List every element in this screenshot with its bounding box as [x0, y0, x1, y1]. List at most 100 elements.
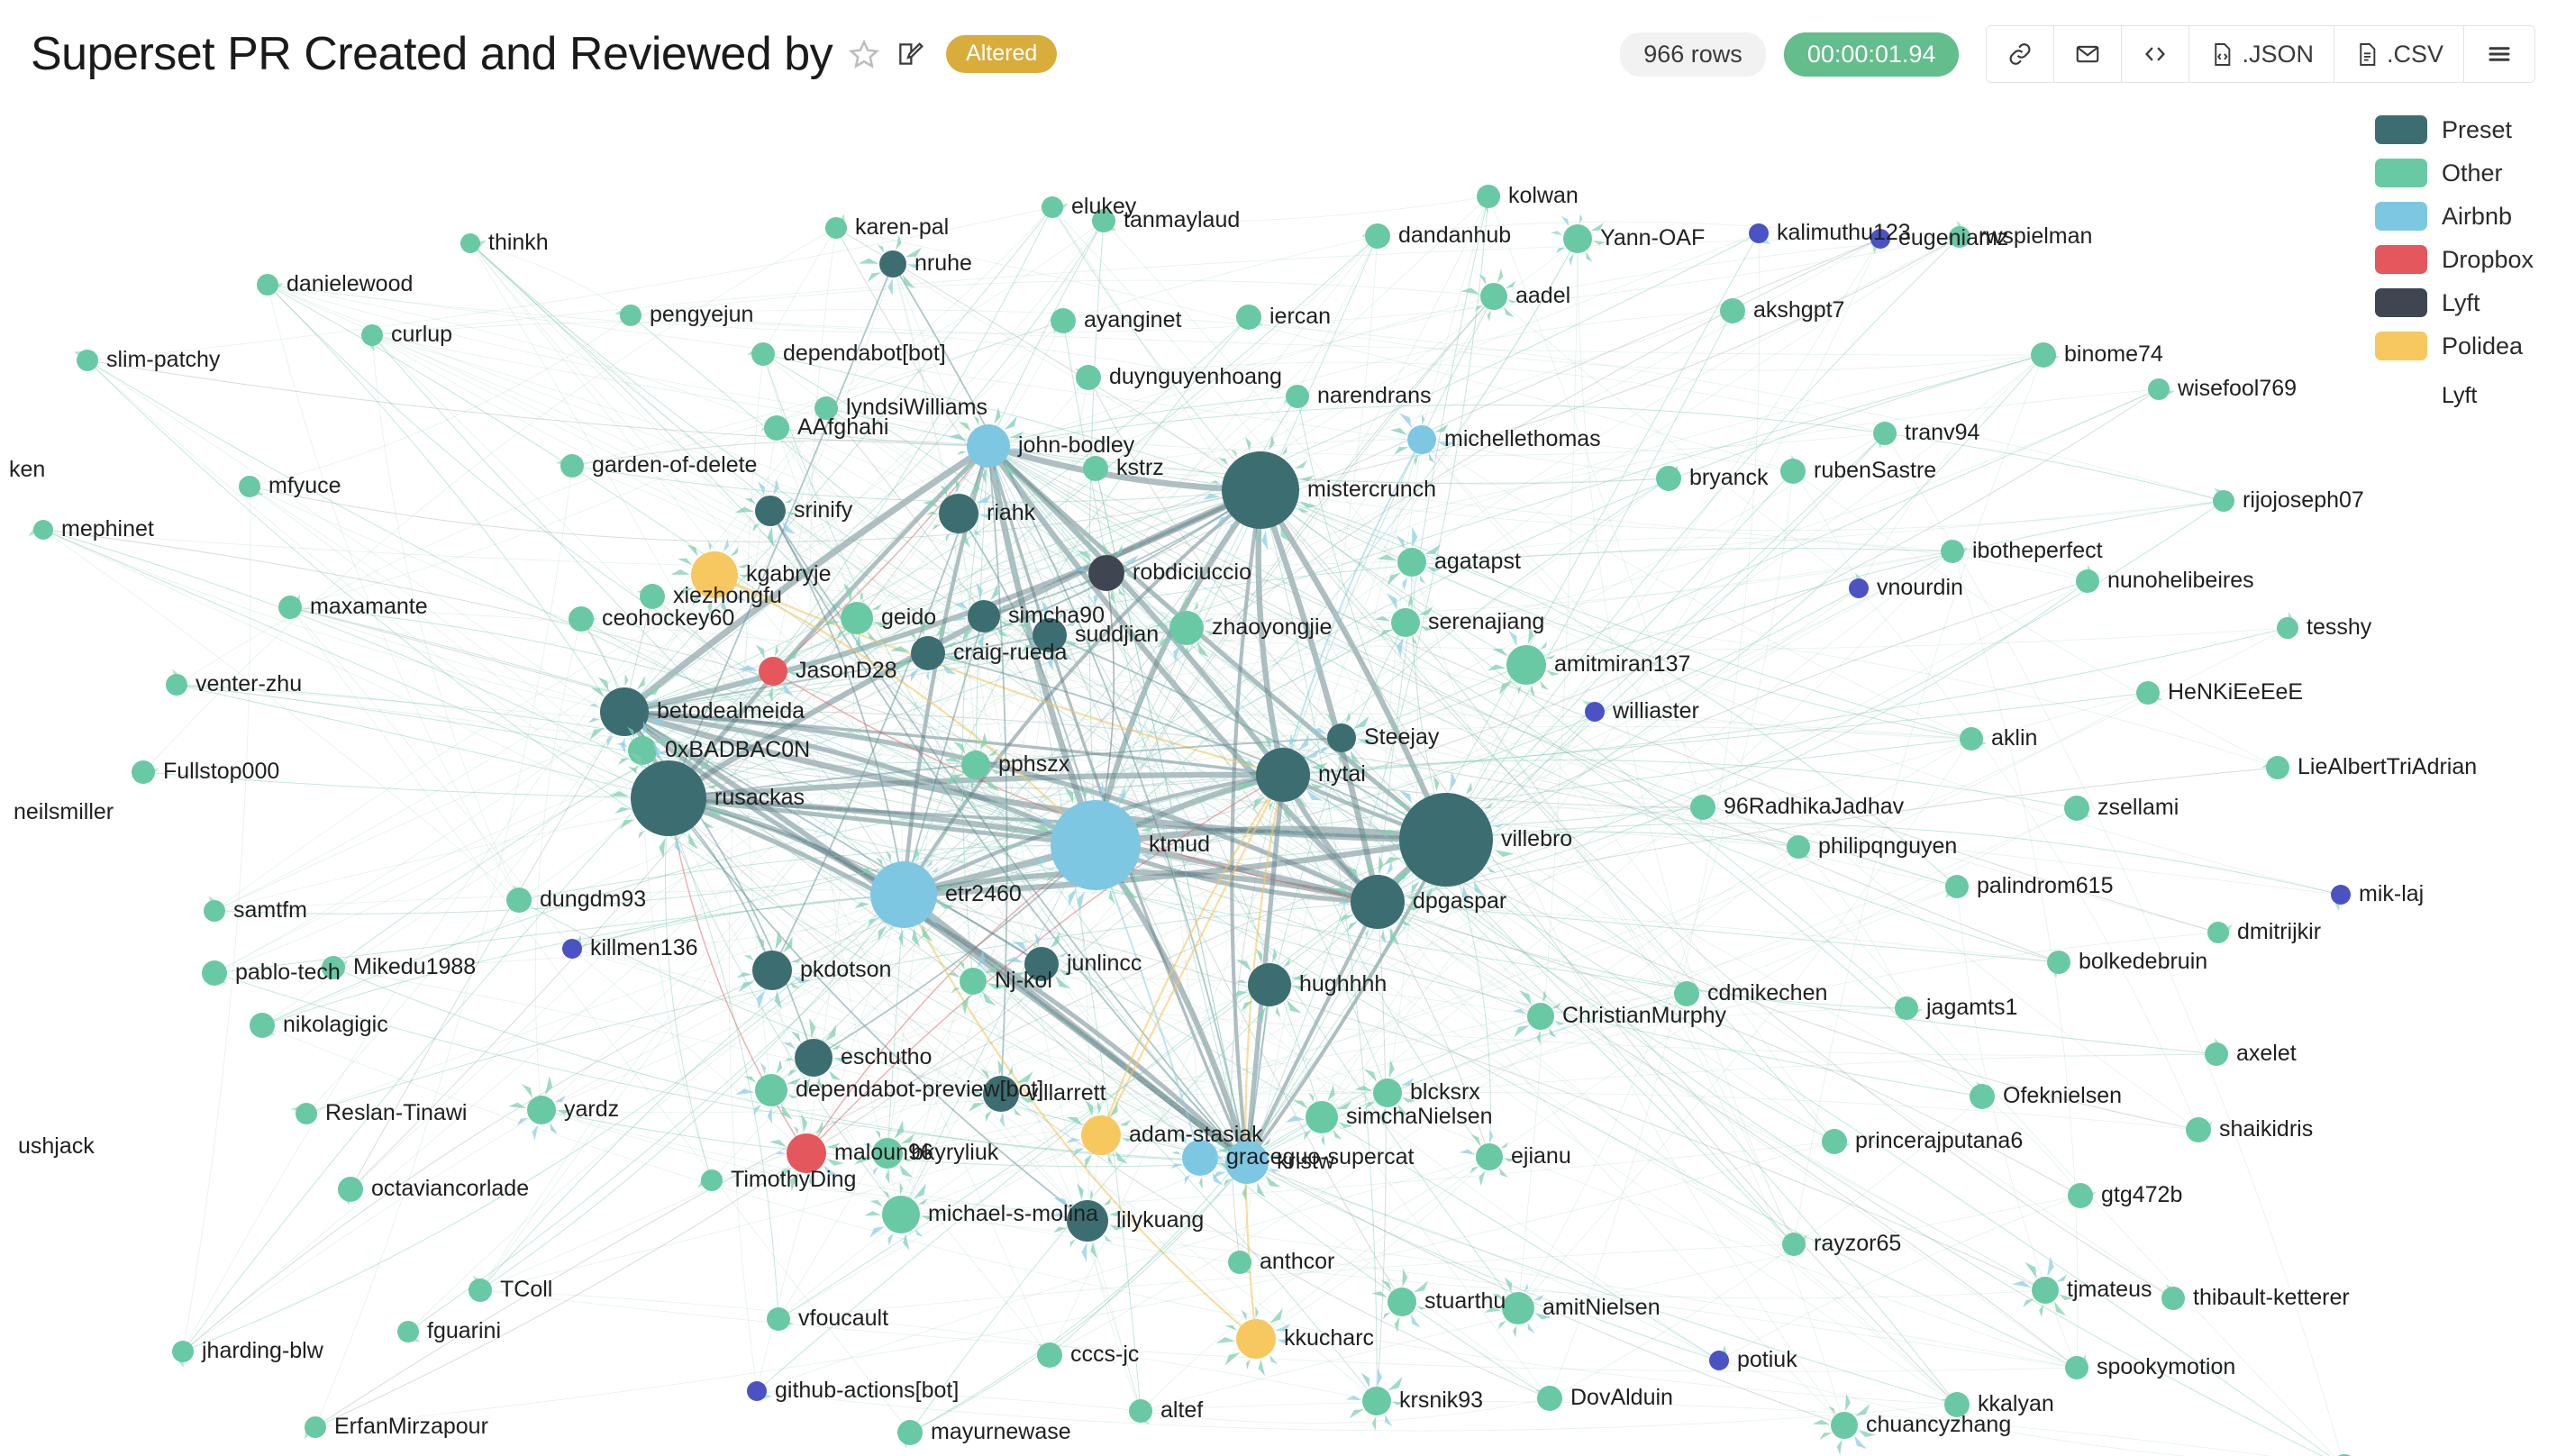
graph-node[interactable] — [560, 454, 584, 478]
graph-node[interactable] — [1849, 578, 1869, 598]
graph-node[interactable] — [1960, 727, 1983, 751]
graph-node[interactable] — [911, 636, 945, 670]
legend-item-dropbox[interactable]: Dropbox — [2374, 245, 2534, 274]
graph-node[interactable] — [1477, 185, 1500, 208]
graph-node[interactable] — [1480, 283, 1507, 310]
graph-node[interactable] — [172, 1341, 194, 1362]
graph-node[interactable] — [527, 1096, 556, 1124]
graph-node[interactable] — [1506, 645, 1546, 685]
graph-node[interactable] — [1502, 1292, 1534, 1324]
legend-item-preset[interactable]: Preset — [2374, 115, 2534, 144]
graph-node[interactable] — [166, 674, 187, 696]
embed-code-button[interactable] — [2122, 26, 2190, 82]
graph-node[interactable] — [2277, 617, 2298, 639]
graph-node[interactable] — [759, 657, 787, 686]
legend-item-other[interactable]: Other — [2374, 159, 2534, 187]
graph-node[interactable] — [1351, 875, 1405, 929]
graph-node[interactable] — [2213, 490, 2234, 512]
graph-node[interactable] — [1088, 555, 1124, 591]
graph-node[interactable] — [1720, 298, 1745, 323]
graph-node[interactable] — [825, 217, 847, 239]
graph-node[interactable] — [755, 496, 786, 526]
graph-node[interactable] — [701, 1169, 723, 1191]
graph-node[interactable] — [2161, 1287, 2185, 1310]
graph-node[interactable] — [795, 1039, 833, 1077]
graph-node[interactable] — [1831, 1412, 1858, 1439]
graph-node[interactable] — [1129, 1399, 1152, 1423]
graph-node[interactable] — [1033, 618, 1067, 652]
graph-node[interactable] — [2065, 1356, 2088, 1379]
graph-node[interactable] — [1092, 209, 1115, 232]
graph-node[interactable] — [1081, 1115, 1121, 1155]
graph-node[interactable] — [1236, 305, 1261, 330]
more-menu-button[interactable] — [2464, 26, 2534, 82]
graph-node[interactable] — [1949, 226, 1970, 248]
network-graph-canvas[interactable]: thinkh karen-pal elukey tanmaylaud kolwan dan… — [0, 90, 2566, 1456]
graph-node[interactable] — [968, 600, 1000, 632]
graph-node[interactable] — [882, 1196, 920, 1233]
graph-node[interactable] — [600, 687, 649, 736]
download-json-button[interactable]: .JSON — [2189, 26, 2334, 82]
graph-node[interactable] — [939, 494, 978, 533]
edit-icon[interactable] — [896, 40, 924, 68]
graph-node[interactable] — [1083, 456, 1108, 481]
graph-node[interactable] — [1945, 875, 1969, 898]
graph-node[interactable] — [1944, 1392, 1970, 1417]
graph-node[interactable] — [1895, 996, 1918, 1020]
graph-node[interactable] — [2186, 1117, 2211, 1142]
graph-node[interactable] — [870, 861, 937, 928]
graph-node[interactable] — [1407, 425, 1436, 454]
graph-node[interactable] — [1585, 702, 1605, 722]
legend-item-polidea[interactable]: Polidea — [2374, 332, 2534, 360]
graph-node[interactable] — [1397, 548, 1426, 577]
graph-node[interactable] — [305, 1416, 326, 1438]
graph-node[interactable] — [1782, 1233, 1806, 1256]
graph-node[interactable] — [1042, 196, 1063, 218]
graph-node[interactable] — [1248, 963, 1291, 1006]
graph-node[interactable] — [1388, 1288, 1416, 1316]
graph-node[interactable] — [1256, 748, 1310, 802]
graph-node[interactable] — [872, 1138, 903, 1169]
graph-node[interactable] — [1051, 308, 1076, 333]
graph-node[interactable] — [1362, 1387, 1391, 1415]
graph-node[interactable] — [751, 342, 775, 366]
graph-node[interactable] — [278, 596, 302, 619]
graph-node[interactable] — [1787, 835, 1810, 859]
graph-node[interactable] — [1399, 793, 1493, 887]
graph-node[interactable] — [322, 956, 345, 979]
graph-node[interactable] — [1182, 1140, 1218, 1176]
graph-node[interactable] — [628, 736, 657, 765]
graph-node[interactable] — [132, 760, 155, 784]
graph-node[interactable] — [2032, 1277, 2059, 1304]
graph-node[interactable] — [960, 968, 987, 995]
graph-node[interactable] — [2148, 378, 2170, 400]
graph-node[interactable] — [640, 584, 665, 609]
graph-node[interactable] — [814, 396, 838, 420]
graph-node[interactable] — [752, 951, 792, 990]
graph-node[interactable] — [983, 1076, 1019, 1112]
graph-node[interactable] — [1373, 1078, 1402, 1107]
graph-node[interactable] — [1709, 1351, 1729, 1370]
graph-node[interactable] — [239, 476, 260, 497]
graph-node[interactable] — [767, 1307, 790, 1331]
graph-node[interactable] — [1037, 1342, 1062, 1368]
graph-node[interactable] — [1527, 1003, 1554, 1030]
download-csv-button[interactable]: .CSV — [2334, 26, 2464, 82]
graph-nodes[interactable] — [28, 185, 2357, 1456]
graph-node[interactable] — [1563, 224, 1592, 253]
graph-node[interactable] — [1690, 795, 1715, 820]
graph-node[interactable] — [77, 350, 98, 371]
graph-node[interactable] — [562, 939, 582, 959]
graph-node[interactable] — [1327, 723, 1356, 752]
graph-node[interactable] — [1780, 459, 1806, 484]
graph-node[interactable] — [1067, 1200, 1108, 1242]
graph-node[interactable] — [1674, 981, 1699, 1006]
graph-node[interactable] — [897, 1420, 923, 1445]
graph-node[interactable] — [338, 1177, 363, 1202]
graph-node[interactable] — [755, 1074, 787, 1106]
legend-item-lyft[interactable]: Lyft — [2374, 288, 2534, 317]
graph-node[interactable] — [691, 551, 738, 598]
graph-node[interactable] — [2068, 1183, 2093, 1208]
graph-node[interactable] — [967, 424, 1010, 468]
graph-node[interactable] — [469, 1279, 492, 1302]
